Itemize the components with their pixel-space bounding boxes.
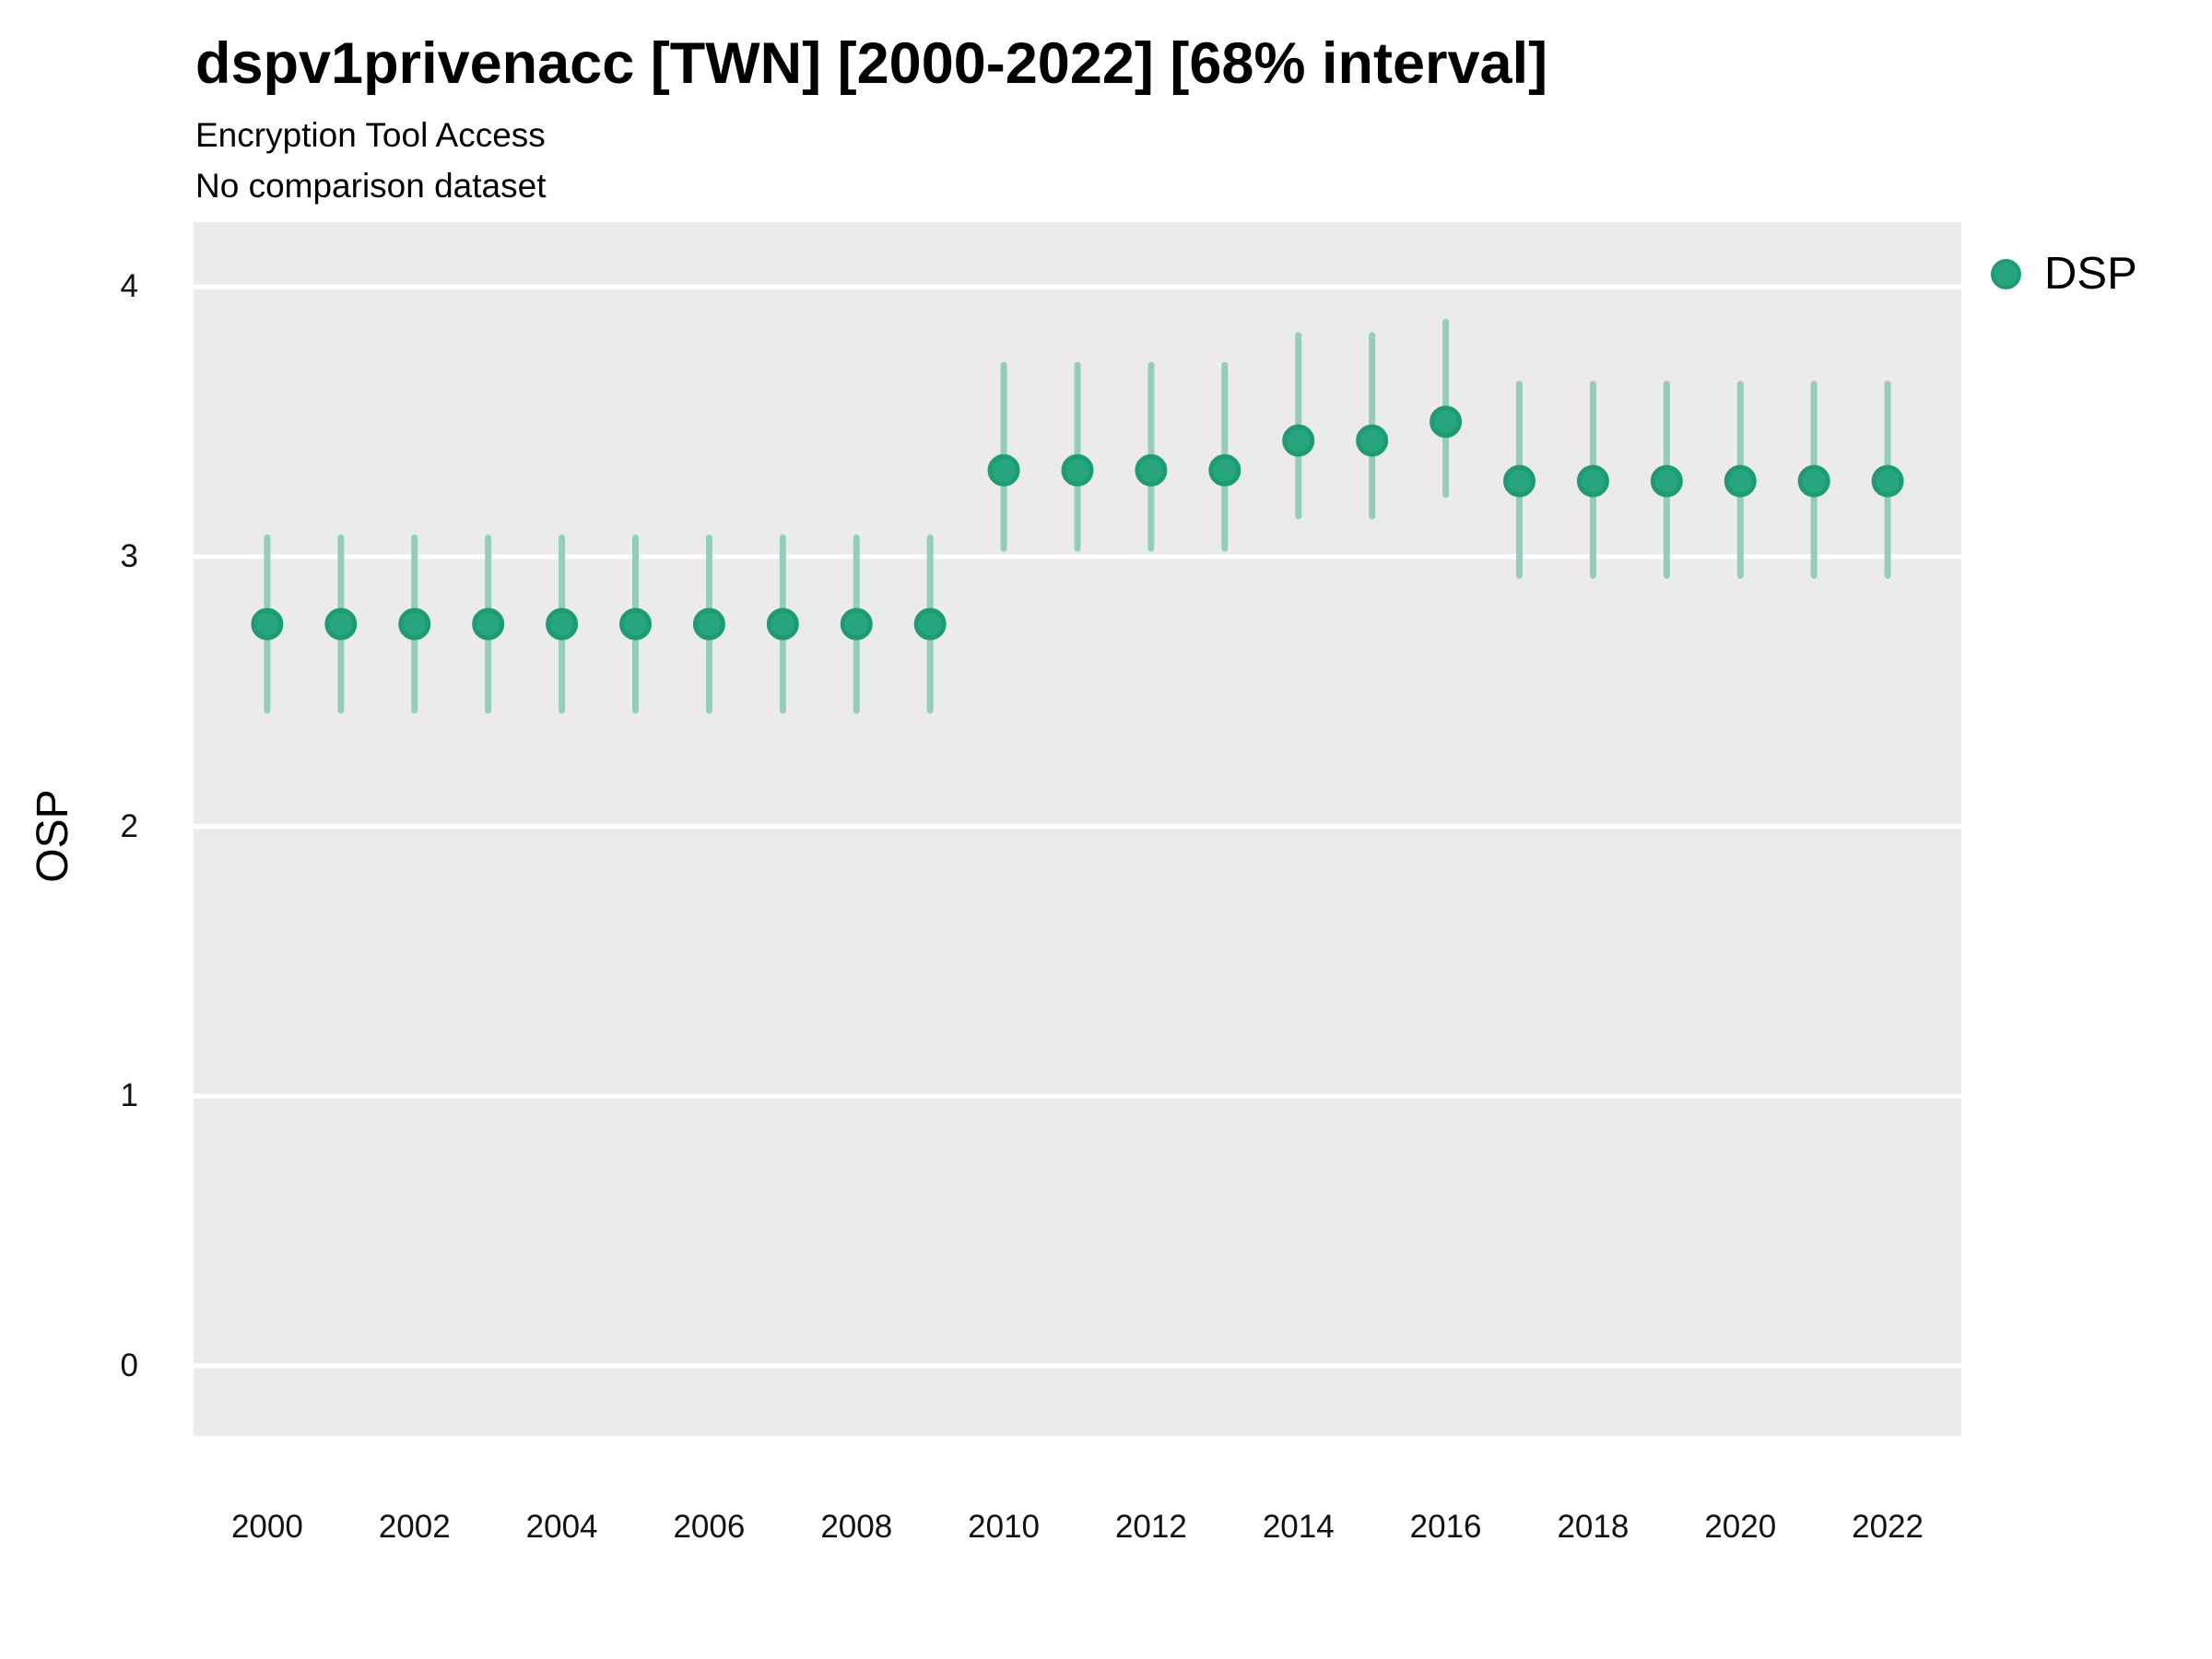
point-2006 <box>692 607 725 641</box>
point-2005 <box>619 607 652 641</box>
point-2018 <box>1576 465 1609 498</box>
y-tick-label-4: 4 <box>120 268 138 305</box>
point-2020 <box>1724 465 1757 498</box>
y-tick-label-3: 3 <box>120 537 138 574</box>
y-tick-label-0: 0 <box>120 1347 138 1383</box>
point-2001 <box>324 607 358 641</box>
legend-label: DSP <box>2044 249 2137 299</box>
chart-title: dspv1privenacc [TWN] [2000-2022] [68% in… <box>195 31 1548 96</box>
point-2002 <box>398 607 431 641</box>
x-tick-label-2008: 2008 <box>820 1509 893 1545</box>
point-2022 <box>1871 465 1904 498</box>
point-2010 <box>987 453 1020 487</box>
point-2012 <box>1135 453 1168 487</box>
point-2003 <box>472 607 505 641</box>
point-2013 <box>1208 453 1241 487</box>
point-2016 <box>1430 406 1463 439</box>
chart-subtitle: Encryption Tool Access No comparison dat… <box>195 110 546 211</box>
y-tick-label-2: 2 <box>120 807 138 844</box>
x-tick-label-2006: 2006 <box>673 1509 746 1545</box>
x-tick-label-2010: 2010 <box>968 1509 1041 1545</box>
point-2007 <box>766 607 799 641</box>
point-2015 <box>1356 424 1389 457</box>
point-2017 <box>1503 465 1535 498</box>
point-2019 <box>1650 465 1683 498</box>
subtitle-line-comparison: No comparison dataset <box>195 167 547 205</box>
point-2009 <box>913 607 947 641</box>
x-tick-label-2020: 2020 <box>1704 1509 1777 1545</box>
point-2004 <box>546 607 579 641</box>
x-tick-label-2000: 2000 <box>230 1509 303 1545</box>
point-2011 <box>1061 453 1094 487</box>
x-tick-label-2002: 2002 <box>378 1509 451 1545</box>
legend-point-icon <box>1991 258 2021 289</box>
x-tick-label-2022: 2022 <box>1852 1509 1924 1545</box>
subtitle-line-dataset: Encryption Tool Access <box>195 116 546 154</box>
x-tick-label-2014: 2014 <box>1262 1509 1335 1545</box>
point-2014 <box>1282 424 1315 457</box>
x-tick-label-2012: 2012 <box>1114 1509 1187 1545</box>
x-tick-label-2016: 2016 <box>1409 1509 1482 1545</box>
point-2000 <box>251 607 284 641</box>
x-tick-label-2004: 2004 <box>525 1509 598 1545</box>
point-2008 <box>840 607 873 641</box>
y-tick-label-1: 1 <box>120 1077 138 1114</box>
x-tick-label-2018: 2018 <box>1557 1509 1630 1545</box>
legend: DSP <box>1991 237 2137 311</box>
point-2021 <box>1797 465 1830 498</box>
